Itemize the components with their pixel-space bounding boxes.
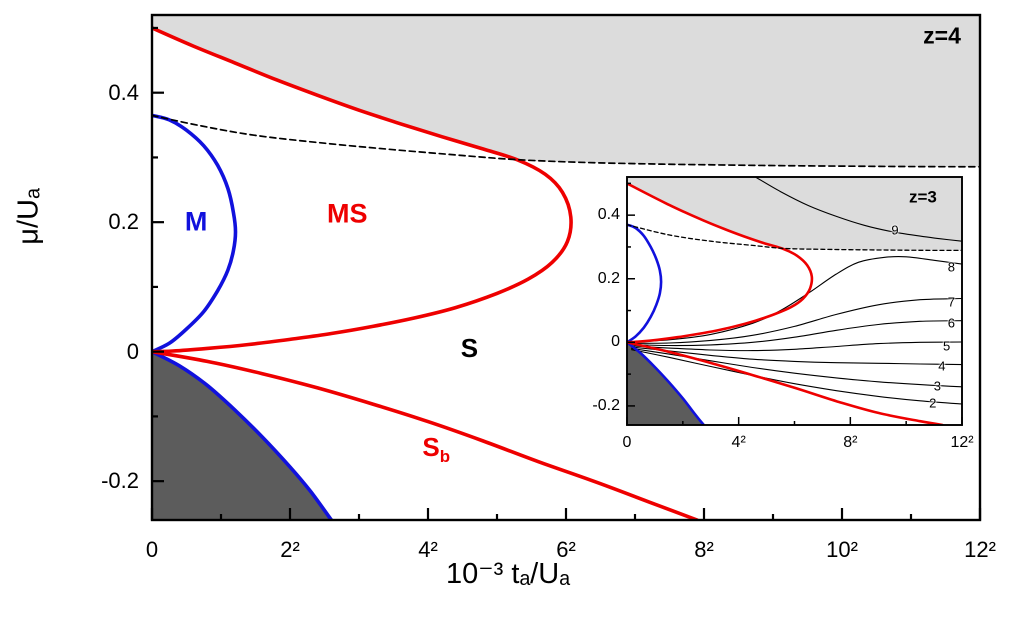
contour-line-2 <box>631 349 962 405</box>
x-axis-title: 10⁻³ tₐ/Uₐ <box>446 558 570 590</box>
main-x-tick-label: 0 <box>145 537 159 562</box>
upper-shaded-region <box>152 15 980 167</box>
main-x-tick-label: 10² <box>826 537 858 562</box>
y-axis-title: μ/Uₐ <box>12 188 45 245</box>
main-ticks <box>150 26 982 520</box>
contour-line-7 <box>631 297 962 344</box>
inset-y-tick-label: -0.2 <box>592 396 620 414</box>
sb-boundary-red-inset <box>627 341 944 425</box>
contour-label-5: 5 <box>943 338 951 354</box>
region-label-ms: MS <box>327 198 368 229</box>
main-x-tick-label: 12² <box>964 537 996 562</box>
contour-line-5 <box>631 341 962 352</box>
mott-lobe-blue <box>152 113 238 354</box>
inset-x-tick-label: 0 <box>622 434 632 451</box>
inset-y-tick-label: 0 <box>611 333 620 351</box>
contour-line-9 <box>755 177 962 242</box>
contour-label-8: 8 <box>947 259 956 275</box>
inset-x-tick-label: 8² <box>843 434 858 451</box>
contour-label-2: 2 <box>929 395 937 411</box>
lower-dark-region <box>152 351 332 520</box>
inset-ticks <box>626 182 963 425</box>
inset-y-tick-label: 0.4 <box>597 206 620 224</box>
region-label-m: M <box>184 206 208 237</box>
contour-label-9: 9 <box>891 222 899 238</box>
main-y-tick-label: 0.4 <box>108 79 139 105</box>
contour-label-6: 6 <box>947 315 956 331</box>
inset-x-tick-label: 12² <box>950 434 974 451</box>
main-x-tick-label: 2² <box>280 537 300 562</box>
upper-dashed-boundary-inset <box>627 224 962 252</box>
upper-dashed-boundary <box>152 114 980 168</box>
inset-x-tick-label: 4² <box>731 434 746 451</box>
contour-line-4 <box>631 346 962 366</box>
region-label-s: S <box>460 333 479 364</box>
contour-label-7: 7 <box>947 294 956 310</box>
ms-lobe-red-inset <box>627 182 814 344</box>
main-x-tick-label: 4² <box>418 537 438 562</box>
upper-shaded-region-inset <box>627 177 962 251</box>
main-y-tick-label: 0 <box>126 338 139 364</box>
annotation-z4: z=4 <box>923 22 961 49</box>
ms-lobe-red <box>152 26 573 354</box>
contour-label-3: 3 <box>933 378 942 394</box>
main-x-tick-label: 8² <box>694 537 714 562</box>
inset-plot <box>626 176 963 426</box>
main-y-tick-label: -0.2 <box>101 468 139 494</box>
main-plot <box>150 13 982 522</box>
collapse-boundary-blue <box>152 349 334 520</box>
main-x-tick-label: 6² <box>556 537 576 562</box>
inset-y-tick-label: 0.2 <box>597 269 620 287</box>
region-label-sb: Sb <box>422 432 451 467</box>
contour-label-4: 4 <box>938 358 946 374</box>
contour-line-6 <box>631 320 962 347</box>
sb-boundary-red <box>152 349 699 520</box>
contour-line-8 <box>631 255 962 343</box>
lower-dark-region-inset <box>627 342 704 425</box>
collapse-boundary-blue-inset <box>627 341 706 425</box>
annotation-z3: z=3 <box>908 187 937 207</box>
main-y-tick-label: 0.2 <box>108 209 139 235</box>
mott-lobe-blue-inset <box>627 223 663 344</box>
